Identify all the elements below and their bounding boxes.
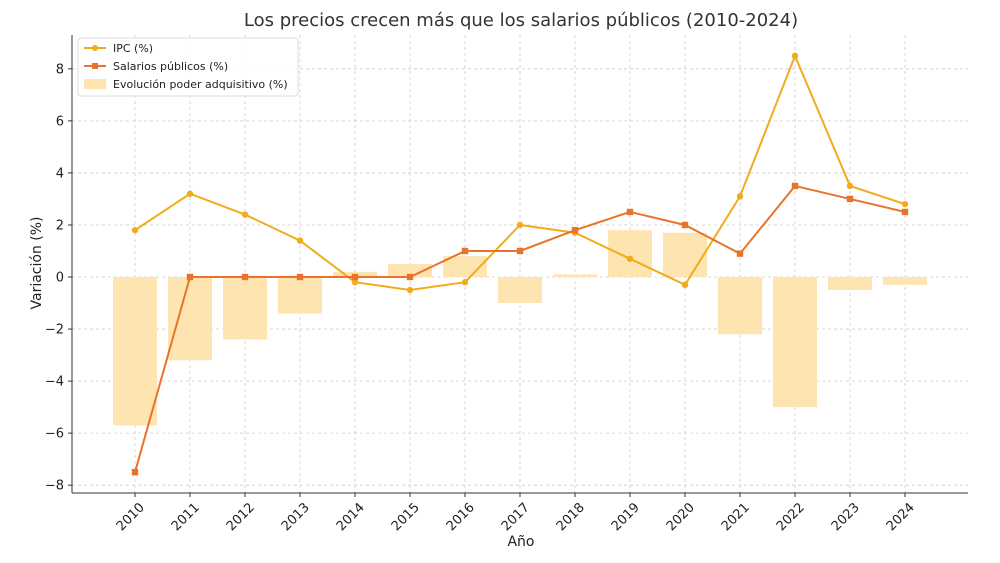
chart-title: Los precios crecen más que los salarios … [244,10,798,31]
line-series [131,52,909,476]
x-tick-label: 2023 [829,500,863,534]
legend-bar-swatch [84,79,106,89]
y-tick-label: 2 [56,218,64,233]
point-salarios [571,226,579,234]
point-salarios [791,182,799,190]
legend-box [77,37,299,97]
point-salarios [516,247,524,255]
legend: IPC (%) Salarios públicos (%) Evolución po… [77,37,299,97]
x-tick-label: 2015 [389,500,423,534]
point-ipc [461,279,469,286]
y-tick-label: 0 [56,271,64,286]
y-tick-label: −8 [45,479,64,494]
bar-poder-adquisitivo [168,277,212,361]
x-tick-label: 2014 [334,500,368,534]
point-ipc [681,281,689,289]
x-tick-label: 2024 [884,500,918,534]
point-salarios [186,273,194,281]
y-tick-label: −2 [45,323,64,338]
bar-poder-adquisitivo [553,274,597,278]
legend-label: Salarios públicos (%) [113,60,228,73]
y-tick-label: 8 [56,62,64,77]
x-tick-label: 2018 [554,500,588,534]
legend-entry: Evolución poder adquisitivo (%) [84,78,288,91]
y-tick-label: −6 [45,427,64,442]
x-tick-label: 2012 [224,500,258,534]
bar-poder-adquisitivo [608,230,652,278]
x-tick-label: 2016 [444,500,478,534]
point-ipc [736,193,744,200]
x-axis-label: Año [507,534,534,550]
bar-poder-adquisitivo [223,277,267,340]
grid [72,35,968,493]
point-salarios [296,273,304,281]
bar-poder-adquisitivo [388,264,432,278]
legend-label: Evolución poder adquisitivo (%) [113,78,288,91]
x-tick-label: 2019 [609,500,643,534]
x-tick-label: 2022 [774,500,808,534]
bar-poder-adquisitivo [498,277,542,304]
point-ipc [131,226,139,234]
x-tick-label: 2010 [114,500,148,534]
y-tick-label: −4 [45,375,64,390]
bar-poder-adquisitivo [718,277,762,335]
point-salarios [901,208,909,216]
point-ipc [296,237,304,244]
bar-poder-adquisitivo [828,277,872,291]
point-ipc [186,190,194,197]
point-ipc [901,200,909,208]
x-tick-label: 2021 [719,500,753,534]
point-ipc [406,286,414,294]
legend-entry: Salarios públicos (%) [84,60,228,73]
point-salarios [736,250,744,257]
x-tick-label: 2011 [169,500,203,534]
bar-series [113,230,927,426]
y-tick-label: 4 [56,166,64,181]
point-ipc [516,221,524,229]
point-ipc [791,52,799,60]
y-tick-label: 6 [56,114,64,129]
legend-marker [92,63,98,69]
bar-poder-adquisitivo [113,277,157,426]
point-salarios [681,221,689,229]
point-ipc [626,255,634,262]
x-tick-label: 2017 [499,500,533,534]
y-axis-label: Variación (%) [29,217,45,310]
point-salarios [406,273,414,281]
bar-poder-adquisitivo [883,277,927,285]
point-ipc [846,182,854,190]
bar-poder-adquisitivo [773,277,817,408]
legend-entry: IPC (%) [84,42,153,55]
point-salarios [351,273,359,281]
point-salarios [241,273,249,281]
bar-poder-adquisitivo [663,232,707,278]
point-ipc [241,211,249,218]
point-salarios [626,208,634,216]
point-salarios [461,247,469,255]
x-tick-label: 2013 [279,500,313,534]
x-tick-label: 2020 [664,500,698,534]
legend-label: IPC (%) [113,42,153,55]
point-salarios [131,468,139,476]
bar-poder-adquisitivo [278,277,322,314]
point-salarios [846,195,854,203]
point-ipc [351,279,359,286]
legend-marker [92,45,98,51]
